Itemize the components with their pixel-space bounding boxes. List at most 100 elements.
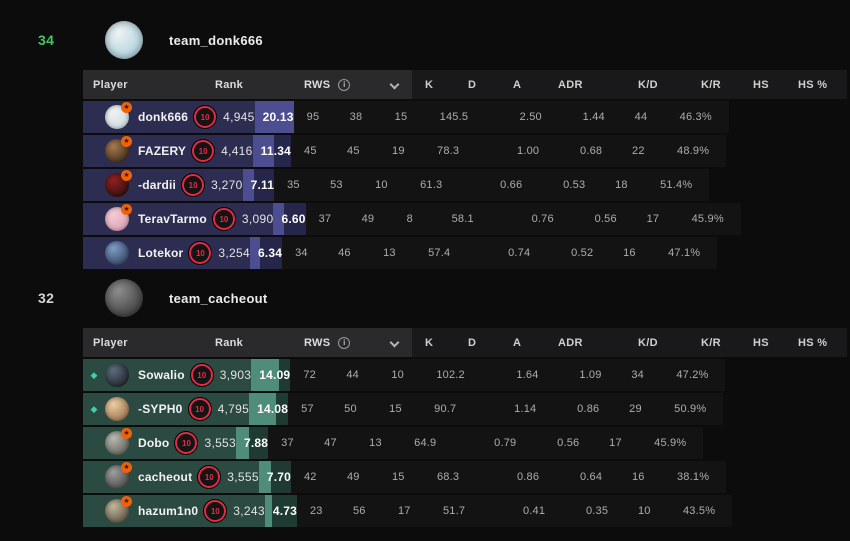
rws-value: 7.88 (244, 436, 269, 450)
stat-deaths: 45 (334, 135, 379, 167)
team-name-link[interactable]: team_cacheout (169, 290, 268, 306)
player-row[interactable]: ◆ ★ -SYPH0 10 4,795 14.08 57 50 15 90.7 … (83, 393, 847, 425)
table-header-row: Player Rank RWS i K D A ADR K/D K/R HS H… (83, 328, 847, 357)
column-header-hs-pct[interactable]: HS % (785, 70, 847, 99)
stat-adr: 64.9 (401, 427, 482, 459)
spectator-diamond-icon: ◆ (90, 403, 98, 414)
player-row[interactable]: ◆ ★ Lotekor 10 3,254 6.34 34 46 13 57.4 … (83, 237, 847, 269)
rank-cell: 10 3,243 (198, 495, 265, 527)
rws-cell: 6.60 (273, 203, 306, 235)
column-header-deaths[interactable]: D (455, 70, 500, 99)
player-row[interactable]: ◆ ★ Dobo 10 3,553 7.88 37 47 13 64.9 0.7… (83, 427, 847, 459)
stat-deaths: 53 (317, 169, 363, 201)
rws-cell: 14.09 (251, 359, 291, 391)
player-cell: ◆ ★ -dardii (83, 169, 177, 201)
rank-value: 3,555 (227, 470, 259, 484)
rank-cell: 10 3,555 (192, 461, 259, 493)
stat-kd: 0.74 (495, 237, 559, 269)
team-name-link[interactable]: team_donk666 (169, 32, 263, 48)
stat-adr: 102.2 (423, 359, 504, 391)
column-header-rank[interactable]: Rank (215, 328, 296, 357)
stat-hs: 29 (616, 393, 662, 425)
player-row[interactable]: ◆ ★ cacheout 10 3,555 7.70 42 49 15 68.3… (83, 461, 847, 493)
stat-deaths: 44 (333, 359, 379, 391)
stat-kills: 34 (282, 237, 326, 269)
player-row[interactable]: ◆ ★ Sowalio 10 3,903 14.09 72 44 10 102.… (83, 359, 847, 391)
column-header-rank[interactable]: Rank (215, 70, 296, 99)
player-avatar[interactable]: ★ (105, 496, 132, 523)
player-name[interactable]: Dobo (138, 436, 170, 450)
player-name[interactable]: hazum1n0 (138, 504, 199, 518)
rank-value: 4,795 (217, 402, 250, 416)
team-avatar[interactable] (105, 279, 143, 317)
column-header-assists[interactable]: A (500, 328, 545, 357)
column-header-kills[interactable]: K (412, 328, 455, 357)
team-avatar[interactable] (105, 21, 143, 59)
player-row[interactable]: ◆ ★ hazum1n0 10 3,243 4.73 23 56 17 51.7… (83, 495, 847, 527)
player-name[interactable]: -dardii (138, 178, 177, 192)
player-avatar[interactable]: ★ (105, 170, 132, 197)
column-header-adr[interactable]: ADR (545, 70, 625, 99)
column-header-adr[interactable]: ADR (545, 328, 625, 357)
player-avatar[interactable]: ★ (105, 363, 129, 387)
player-name[interactable]: cacheout (138, 470, 193, 484)
stat-adr: 57.4 (415, 237, 496, 269)
info-icon[interactable]: i (338, 78, 351, 91)
player-name[interactable]: donk666 (138, 110, 189, 124)
player-avatar[interactable]: ★ (105, 204, 132, 231)
player-row[interactable]: ◆ ★ FAZERY 10 4,416 11.34 45 45 19 78.3 … (83, 135, 847, 167)
player-avatar[interactable]: ★ (105, 428, 132, 455)
column-header-deaths[interactable]: D (455, 328, 500, 357)
skill-level-icon: 10 (190, 364, 213, 386)
player-row[interactable]: ◆ ★ TeravTarmo 10 3,090 6.60 37 49 8 58.… (83, 203, 847, 235)
stat-kd: 1.14 (501, 393, 565, 425)
rws-cell: 7.88 (236, 427, 269, 459)
rank-value: 4,945 (223, 110, 255, 124)
column-header-rws[interactable]: RWS i (296, 328, 412, 357)
skill-level-icon: 10 (194, 106, 217, 128)
player-avatar[interactable]: ★ (105, 397, 129, 421)
player-name[interactable]: -SYPH0 (138, 402, 183, 416)
player-cell: ◆ ★ -SYPH0 (83, 393, 183, 425)
column-header-assists[interactable]: A (500, 70, 545, 99)
player-name[interactable]: FAZERY (138, 144, 187, 158)
player-avatar[interactable]: ★ (105, 462, 132, 489)
rws-bar (273, 203, 284, 235)
column-header-hs[interactable]: HS (740, 70, 785, 99)
player-name[interactable]: TeravTarmo (138, 212, 207, 226)
stat-adr: 61.3 (407, 169, 488, 201)
chevron-down-icon[interactable] (389, 337, 400, 348)
stat-adr: 58.1 (438, 203, 519, 235)
player-name[interactable]: Lotekor (138, 246, 184, 260)
column-header-player[interactable]: Player (83, 328, 215, 357)
stat-kr: 0.56 (544, 427, 597, 459)
column-header-player[interactable]: Player (83, 70, 215, 99)
player-name[interactable]: Sowalio (138, 368, 185, 382)
rws-value: 14.08 (257, 402, 289, 416)
player-row[interactable]: ◆ ★ donk666 10 4,945 20.13 95 38 15 145.… (83, 101, 847, 133)
column-header-kills[interactable]: K (412, 70, 455, 99)
column-header-kr[interactable]: K/R (688, 70, 740, 99)
info-icon[interactable]: i (338, 336, 351, 349)
rws-value: 14.09 (259, 368, 291, 382)
player-avatar[interactable]: ★ (105, 102, 132, 129)
column-header-kr[interactable]: K/R (688, 328, 740, 357)
column-header-kd[interactable]: K/D (625, 328, 688, 357)
stat-kd: 0.86 (503, 461, 567, 493)
stat-assists: 8 (393, 203, 439, 235)
column-header-rws[interactable]: RWS i (296, 70, 412, 99)
player-cell: ◆ ★ TeravTarmo (83, 203, 207, 235)
column-header-kd[interactable]: K/D (625, 70, 688, 99)
column-header-hs[interactable]: HS (740, 328, 785, 357)
rws-cell: 6.34 (249, 237, 283, 269)
stat-deaths: 56 (339, 495, 385, 527)
stat-kd: 0.41 (509, 495, 573, 527)
stat-hs-pct: 47.1% (655, 237, 718, 269)
player-avatar[interactable]: ★ (105, 136, 132, 163)
table-body: ◆ ★ Sowalio 10 3,903 14.09 72 44 10 102.… (83, 359, 847, 527)
player-avatar[interactable]: ★ (105, 241, 129, 265)
player-row[interactable]: ◆ ★ -dardii 10 3,270 7.11 35 53 10 61.3 … (83, 169, 847, 201)
column-header-hs-pct[interactable]: HS % (785, 328, 847, 357)
chevron-down-icon[interactable] (389, 79, 400, 90)
stat-hs-pct: 48.9% (664, 135, 726, 167)
